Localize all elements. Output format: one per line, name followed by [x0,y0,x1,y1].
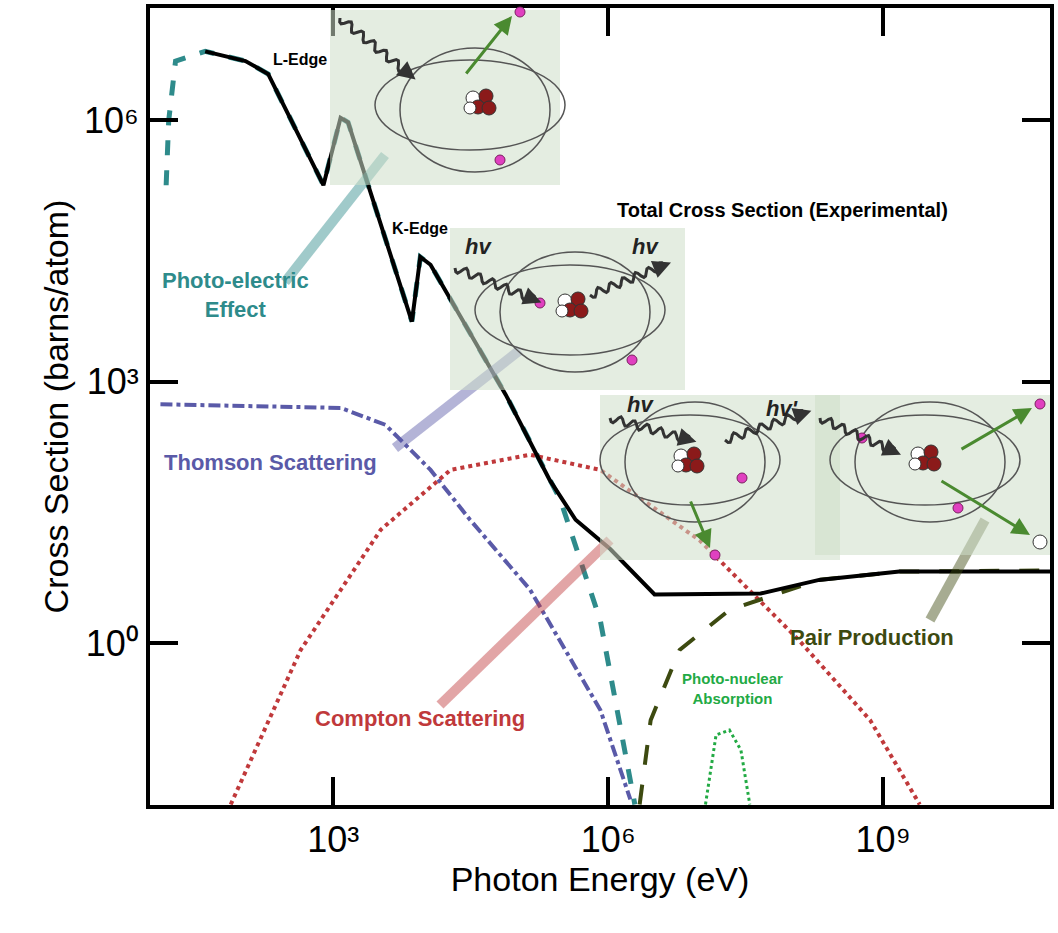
svg-text:10⁹: 10⁹ [855,819,910,860]
svg-text:hv': hv' [766,396,798,421]
svg-text:10⁶: 10⁶ [84,100,139,141]
svg-text:10⁶: 10⁶ [581,819,636,860]
svg-text:Cross Section (barns/atom): Cross Section (barns/atom) [37,200,75,614]
svg-text:hv: hv [465,234,492,259]
svg-text:K-Edge: K-Edge [392,220,448,237]
svg-text:hv: hv [632,234,659,259]
svg-text:10³: 10³ [87,361,139,402]
svg-text:Thomson Scattering: Thomson Scattering [164,450,377,475]
svg-text:Total Cross Section (Experimen: Total Cross Section (Experimental) [617,199,948,221]
svg-text:10⁰: 10⁰ [86,623,139,664]
svg-text:Pair Production: Pair Production [790,625,954,650]
svg-text:hv: hv [627,392,654,417]
svg-text:Photon Energy (eV): Photon Energy (eV) [451,860,750,898]
svg-text:L-Edge: L-Edge [273,51,327,68]
svg-text:Photo-nuclearAbsorption: Photo-nuclearAbsorption [682,670,783,707]
svg-text:10³: 10³ [307,819,359,860]
svg-text:Compton Scattering: Compton Scattering [315,706,525,731]
svg-text:Photo-electricEffect: Photo-electricEffect [162,268,309,322]
